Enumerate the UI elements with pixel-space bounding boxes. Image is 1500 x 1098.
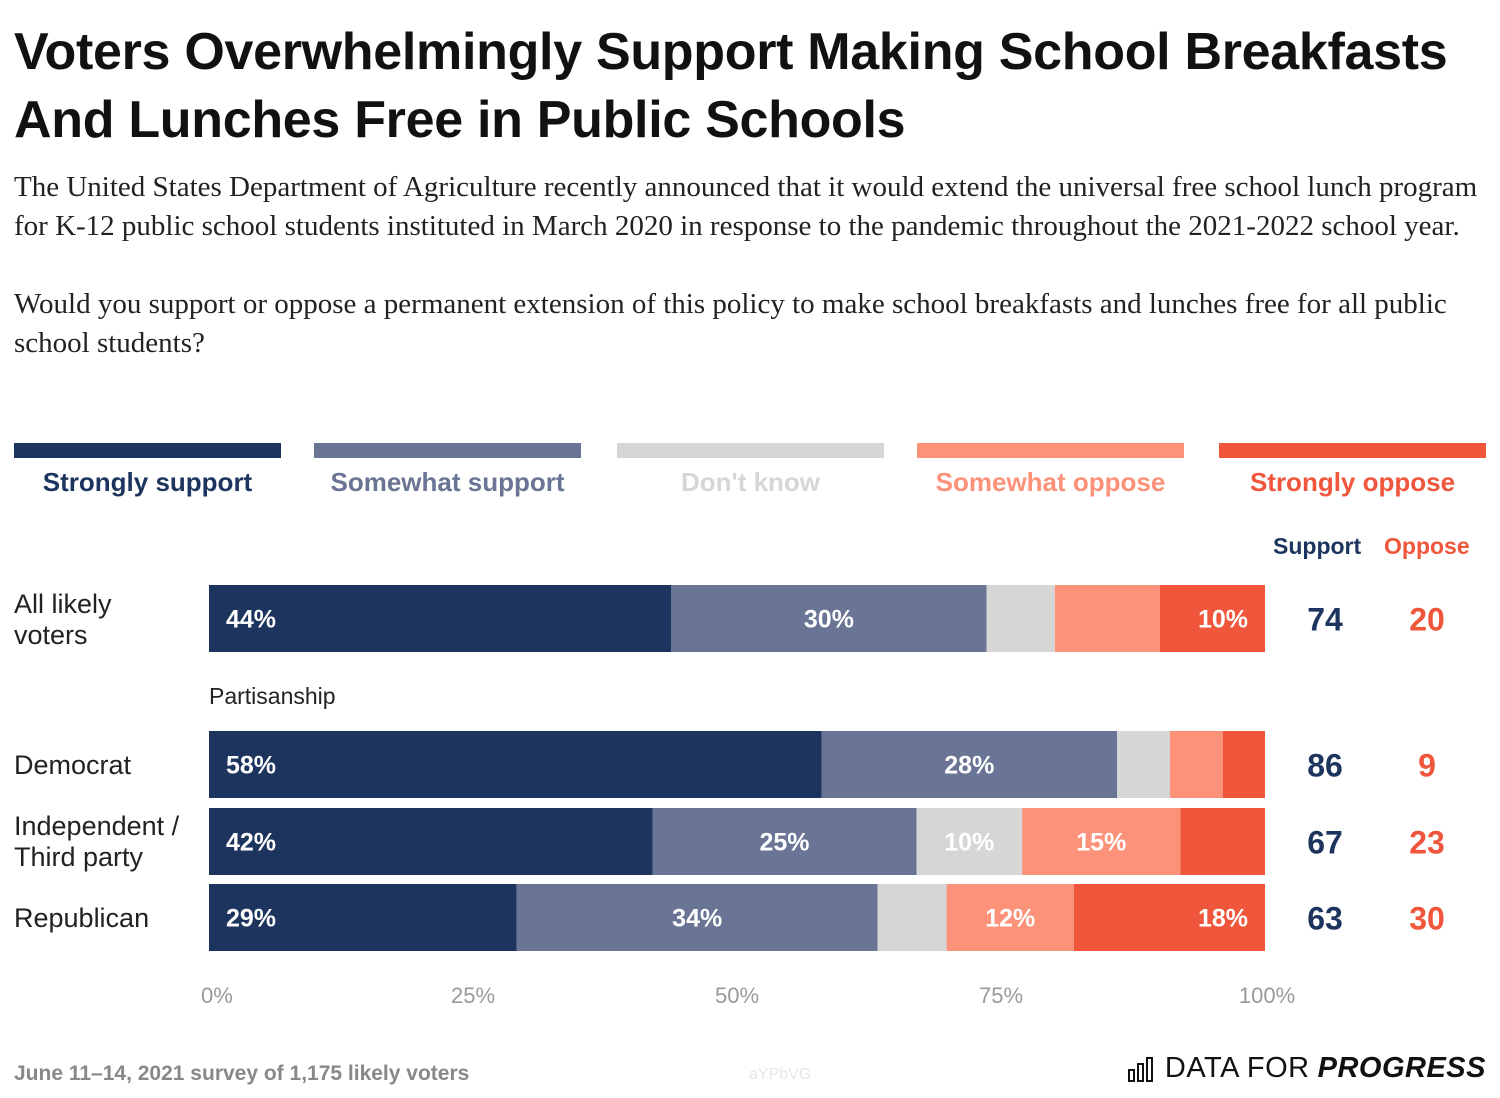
support-total-democrat: 86 — [1307, 748, 1343, 784]
bar-segment-all-voters-somewhat-oppose — [1054, 585, 1160, 652]
bar-segment-all-voters-strongly-oppose — [1159, 585, 1265, 652]
legend-swatch-somewhat-oppose — [917, 443, 1184, 458]
data-label-all-voters-strongly-support: 44% — [226, 606, 276, 634]
brand-name-bold: PROGRESS — [1317, 1052, 1486, 1084]
oppose-total-democrat: 9 — [1418, 748, 1436, 784]
legend: Strongly support Somewhat support Don't … — [14, 443, 1486, 503]
data-label-all-voters-somewhat-support: 30% — [804, 606, 854, 634]
support-total-all-voters: 74 — [1307, 602, 1343, 638]
data-label-independent-strongly-support: 42% — [226, 829, 276, 857]
survey-note: June 11–14, 2021 survey of 1,175 likely … — [14, 1062, 470, 1085]
bar-segment-independent-somewhat-oppose — [1022, 808, 1181, 875]
legend-swatch-dont-know — [617, 443, 884, 458]
section-label-partisanship: Partisanship — [209, 683, 336, 709]
data-label-republican-strongly-oppose: 18% — [1198, 905, 1248, 933]
bar-segment-republican-somewhat-oppose — [946, 884, 1074, 951]
legend-label-strongly-support: Strongly support — [42, 467, 253, 497]
chart-title: Voters Overwhelmingly Support Making Sch… — [14, 23, 1448, 149]
bar-segment-independent-somewhat-support — [652, 808, 917, 875]
oppose-total-independent: 23 — [1409, 825, 1445, 861]
data-label-independent-somewhat-support: 25% — [759, 829, 809, 857]
legend-swatch-strongly-oppose — [1219, 443, 1486, 458]
bar-chart-logo-icon — [1127, 1056, 1153, 1082]
row-label-line: All likely — [14, 589, 112, 619]
row-label-democrat: Democrat — [14, 750, 204, 781]
bar-segment-democrat-somewhat-support — [821, 731, 1118, 798]
row-label-independent: Independent / Third party — [14, 811, 204, 873]
subtitle-context: The United States Department of Agricult… — [14, 171, 1478, 242]
brand-name-regular: DATA FOR — [1164, 1052, 1310, 1084]
stacked-bar-chart: 44% 30% 10% 74 20 58% 28% 86 9 42% 25% 10% 15% 67 23 29… — [201, 585, 1445, 1008]
legend-label-somewhat-oppose: Somewhat oppose — [935, 467, 1166, 497]
row-label-line: Third party — [14, 842, 144, 872]
bar-segment-republican-strongly-oppose — [1073, 884, 1265, 951]
bar-segment-democrat-somewhat-oppose — [1169, 731, 1223, 798]
support-column-header: Support — [1273, 533, 1362, 559]
row-label-republican: Republican — [14, 903, 204, 934]
data-label-republican-somewhat-support: 34% — [672, 905, 722, 933]
row-label-line: Republican — [14, 903, 150, 933]
chart-code: aYPbVG — [749, 1066, 812, 1083]
oppose-total-all-voters: 20 — [1409, 602, 1445, 638]
x-tick-label: 75% — [979, 983, 1023, 1008]
data-label-independent-dont-know: 10% — [944, 829, 994, 857]
bar-segment-republican-strongly-support — [209, 884, 517, 951]
x-tick-label: 50% — [715, 983, 759, 1008]
legend-swatch-strongly-support — [14, 443, 281, 458]
legend-item-strongly-support: Strongly support — [14, 443, 281, 503]
bar-segment-all-voters-dont-know — [986, 585, 1055, 652]
legend-item-somewhat-oppose: Somewhat oppose — [917, 443, 1184, 503]
bar-segment-all-voters-somewhat-support — [671, 585, 987, 652]
x-tick-label: 0% — [201, 983, 233, 1008]
bar-segment-independent-strongly-oppose — [1180, 808, 1265, 875]
brand-logo: DATA FOR PROGRESS — [1127, 1052, 1486, 1085]
subtitle-question: Would you support or oppose a permanent … — [14, 288, 1447, 359]
row-label-line: voters — [14, 620, 88, 650]
bar-segment-independent-dont-know — [916, 808, 1023, 875]
support-total-republican: 63 — [1307, 901, 1343, 937]
row-label-line: Independent / — [14, 811, 180, 841]
legend-item-strongly-oppose: Strongly oppose — [1219, 443, 1486, 503]
oppose-column-header: Oppose — [1384, 533, 1470, 559]
row-label-line: Democrat — [14, 750, 132, 780]
data-label-independent-somewhat-oppose: 15% — [1076, 829, 1126, 857]
data-label-republican-somewhat-oppose: 12% — [985, 905, 1035, 933]
bar-segment-all-voters-strongly-support — [209, 585, 672, 652]
oppose-total-republican: 30 — [1409, 901, 1445, 937]
x-tick-label: 100% — [1239, 983, 1295, 1008]
data-label-all-voters-strongly-oppose: 10% — [1198, 606, 1248, 634]
data-label-democrat-strongly-support: 58% — [226, 752, 276, 780]
legend-label-dont-know: Don't know — [680, 467, 821, 497]
bar-segment-democrat-strongly-support — [209, 731, 822, 798]
bar-segment-republican-dont-know — [877, 884, 947, 951]
bar-segment-republican-somewhat-support — [516, 884, 878, 951]
row-label-all-voters: All likely voters — [14, 589, 204, 651]
chart-subtitle: The United States Department of Agricult… — [14, 168, 1484, 363]
legend-item-somewhat-support: Somewhat support — [314, 443, 581, 503]
x-tick-label: 25% — [451, 983, 495, 1008]
legend-label-strongly-oppose: Strongly oppose — [1249, 467, 1456, 497]
legend-swatch-somewhat-support — [314, 443, 581, 458]
bar-segment-democrat-dont-know — [1117, 731, 1170, 798]
bar-segment-independent-strongly-support — [209, 808, 653, 875]
legend-label-somewhat-support: Somewhat support — [330, 467, 565, 497]
data-label-democrat-somewhat-support: 28% — [944, 752, 994, 780]
legend-item-dont-know: Don't know — [617, 443, 884, 503]
bar-segment-democrat-strongly-oppose — [1222, 731, 1265, 798]
support-total-independent: 67 — [1307, 825, 1343, 861]
data-label-republican-strongly-support: 29% — [226, 905, 276, 933]
